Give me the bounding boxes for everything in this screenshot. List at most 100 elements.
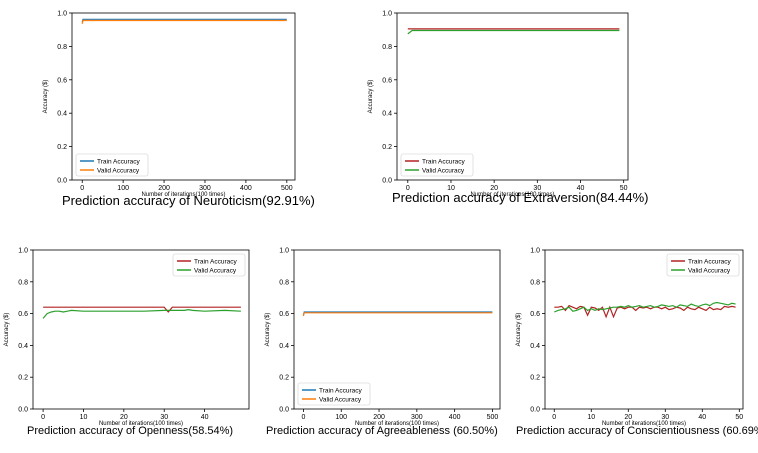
y-tick-label: 0.4 bbox=[279, 343, 289, 350]
x-axis-label: Number of iterations(100 times) bbox=[355, 421, 439, 427]
y-tick-label: 0.0 bbox=[279, 407, 289, 414]
x-tick-label: 100 bbox=[117, 185, 129, 192]
y-tick-label: 0.4 bbox=[18, 343, 28, 350]
series-line-2 bbox=[407, 29, 620, 35]
y-axis-label: Accuracy ($) bbox=[4, 313, 10, 347]
x-tick-label: 0 bbox=[406, 185, 410, 192]
chart-panel-2: 0.0 0.2 0.4 0.6 0.8 1.0 0 10 20 30 40 50 Number of i… bbox=[368, 11, 629, 198]
legend-label: Train Accuracy bbox=[194, 259, 237, 266]
x-axis-label: Number of iterations(100 times) bbox=[470, 192, 554, 198]
chart-caption: Prediction accuracy of Openness(58.54%) bbox=[27, 425, 234, 437]
legend-label: Valid Accuracy bbox=[422, 168, 465, 175]
y-tick-label: 0.6 bbox=[530, 311, 540, 318]
x-axis-label: Number of iterations(100 times) bbox=[602, 421, 686, 427]
y-tick-label: 0.6 bbox=[57, 77, 67, 84]
legend: Train Accuracy Valid Accuracy bbox=[172, 253, 246, 277]
series-line-2 bbox=[302, 312, 493, 317]
series-line-2 bbox=[554, 301, 736, 313]
x-tick-label: 40 bbox=[698, 414, 706, 421]
plot-frame bbox=[396, 12, 629, 181]
x-tick-label: 10 bbox=[587, 414, 595, 421]
chart-panel-5: 0.0 0.2 0.4 0.6 0.8 1.0 0 10 20 30 40 50 Number of i… bbox=[516, 248, 744, 427]
x-tick-label: 40 bbox=[577, 185, 585, 192]
legend-label: Valid Accuracy bbox=[194, 268, 237, 275]
y-tick-label: 0.4 bbox=[382, 111, 392, 118]
chart-caption: Prediction accuracy of Agreeableness (60… bbox=[266, 425, 498, 437]
y-tick-label: 1.0 bbox=[382, 11, 392, 18]
x-tick-label: 40 bbox=[201, 414, 209, 421]
x-axis-label: Number of iterations(100 times) bbox=[99, 421, 183, 427]
x-tick-label: 0 bbox=[80, 185, 84, 192]
x-tick-label: 300 bbox=[199, 185, 211, 192]
y-tick-label: 0.8 bbox=[382, 44, 392, 51]
x-tick-label: 10 bbox=[447, 185, 455, 192]
y-tick-label: 0.2 bbox=[530, 375, 540, 382]
x-tick-label: 20 bbox=[490, 185, 498, 192]
chart-panel-3: 0.0 0.2 0.4 0.6 0.8 1.0 0 10 20 30 40 Number of ite… bbox=[4, 248, 250, 427]
y-tick-label: 0.6 bbox=[382, 77, 392, 84]
x-tick-label: 0 bbox=[301, 414, 305, 421]
y-axis-label: Accuracy ($) bbox=[265, 313, 271, 347]
chart-panel-1: 0.0 0.2 0.4 0.6 0.8 1.0 0 100 200 300 400 500 Number… bbox=[43, 11, 296, 198]
legend: Train Accuracy Valid Accuracy bbox=[666, 253, 740, 277]
y-tick-label: 0.8 bbox=[57, 44, 67, 51]
legend-label: Train Accuracy bbox=[319, 388, 362, 395]
y-tick-label: 1.0 bbox=[530, 248, 540, 255]
x-tick-label: 200 bbox=[158, 185, 170, 192]
plot-frame bbox=[544, 249, 744, 410]
chart-caption: Prediction accuracy of Conscientiousness… bbox=[516, 425, 758, 437]
legend-label: Valid Accuracy bbox=[97, 168, 140, 175]
legend: Train Accuracy Valid Accuracy bbox=[400, 153, 474, 177]
y-tick-label: 0.0 bbox=[57, 178, 67, 185]
x-tick-label: 400 bbox=[449, 414, 461, 421]
y-tick-label: 1.0 bbox=[18, 248, 28, 255]
legend-label: Train Accuracy bbox=[688, 259, 731, 266]
x-tick-label: 0 bbox=[41, 414, 45, 421]
plot-frame bbox=[32, 249, 250, 410]
legend-label: Train Accuracy bbox=[97, 159, 140, 166]
y-tick-label: 0.8 bbox=[530, 279, 540, 286]
y-axis-label: Accuracy ($) bbox=[516, 313, 522, 347]
y-tick-label: 0.2 bbox=[57, 144, 67, 151]
legend-label: Valid Accuracy bbox=[319, 397, 362, 404]
y-tick-label: 0.0 bbox=[530, 407, 540, 414]
y-tick-label: 0.6 bbox=[18, 311, 28, 318]
y-tick-label: 0.0 bbox=[18, 407, 28, 414]
x-tick-label: 30 bbox=[160, 414, 168, 421]
y-axis-label: Accuracy ($) bbox=[43, 80, 49, 114]
x-tick-label: 20 bbox=[120, 414, 128, 421]
x-tick-label: 500 bbox=[487, 414, 499, 421]
legend-label: Valid Accuracy bbox=[688, 268, 731, 275]
x-tick-label: 200 bbox=[373, 414, 385, 421]
series-line-2 bbox=[81, 19, 287, 25]
y-tick-label: 0.2 bbox=[18, 375, 28, 382]
plot-frame bbox=[71, 12, 296, 181]
x-tick-label: 500 bbox=[281, 185, 293, 192]
x-tick-label: 400 bbox=[240, 185, 252, 192]
series-line-1 bbox=[43, 306, 241, 313]
y-tick-label: 0.8 bbox=[18, 279, 28, 286]
chart-caption: Prediction accuracy of Extraversion(84.4… bbox=[392, 190, 649, 205]
y-tick-label: 0.6 bbox=[279, 311, 289, 318]
series-line-1 bbox=[554, 304, 736, 319]
y-axis-label: Accuracy ($) bbox=[368, 80, 374, 114]
x-tick-label: 30 bbox=[661, 414, 669, 421]
x-axis-label: Number of iterations(100 times) bbox=[141, 192, 225, 198]
y-tick-label: 1.0 bbox=[57, 11, 67, 18]
x-tick-label: 50 bbox=[735, 414, 743, 421]
y-tick-label: 0.8 bbox=[279, 279, 289, 286]
y-tick-label: 0.2 bbox=[382, 144, 392, 151]
legend-label: Train Accuracy bbox=[422, 159, 465, 166]
chart-caption: Prediction accuracy of Neuroticism(92.91… bbox=[62, 193, 315, 208]
y-tick-label: 0.4 bbox=[530, 343, 540, 350]
series-line-2 bbox=[42, 308, 241, 319]
y-tick-label: 1.0 bbox=[279, 248, 289, 255]
x-tick-label: 100 bbox=[335, 414, 347, 421]
chart-panel-4: 0.0 0.2 0.4 0.6 0.8 1.0 0 100 200 300 400 500 Number… bbox=[265, 248, 501, 427]
x-tick-label: 300 bbox=[411, 414, 423, 421]
x-tick-label: 50 bbox=[620, 185, 628, 192]
y-tick-label: 0.4 bbox=[57, 111, 67, 118]
legend: Train Accuracy Valid Accuracy bbox=[75, 153, 149, 177]
x-tick-label: 30 bbox=[533, 185, 541, 192]
